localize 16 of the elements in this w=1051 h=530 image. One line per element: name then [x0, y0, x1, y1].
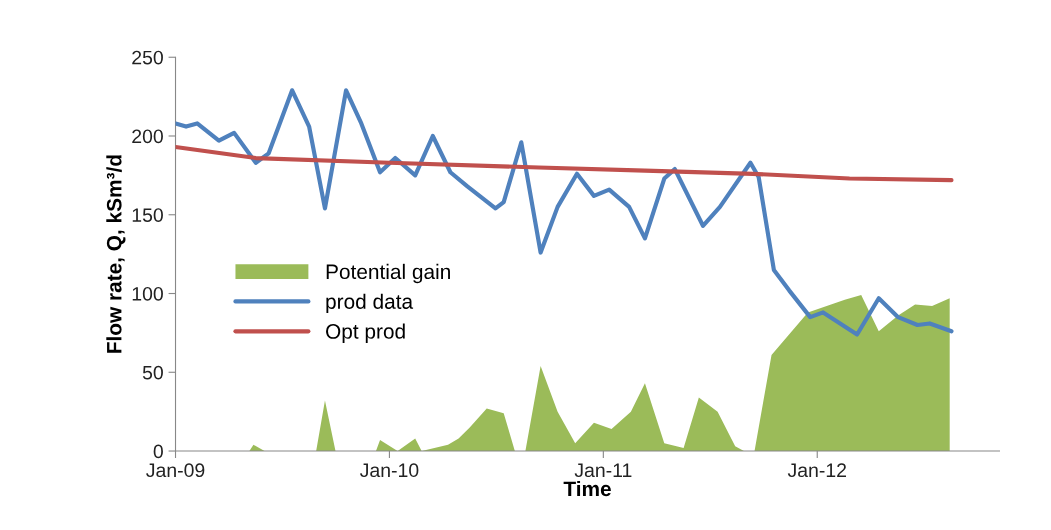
x-tick-label: Jan-11	[574, 463, 632, 478]
x-tick-label: Jan-09	[146, 463, 205, 478]
y-tick-label: 150	[132, 208, 163, 222]
y-tick-label: 200	[132, 129, 163, 144]
x-tick-label: Jan-10	[360, 463, 419, 478]
y-axis-title: Flow rate, Q, kSm³/d	[106, 155, 126, 353]
legend-label: Opt prod	[326, 323, 405, 343]
x-axis-title: Time	[563, 480, 611, 497]
y-tick-label: 250	[132, 50, 163, 65]
y-tick-label: 100	[132, 286, 163, 301]
legend-label: prod data	[326, 293, 414, 314]
y-tick-label: 0	[153, 444, 163, 459]
x-tick-label: Jan-12	[787, 463, 846, 478]
y-tick-label: 50	[142, 365, 163, 380]
legend-label: Potential gain	[326, 263, 450, 284]
line-series	[175, 144, 954, 183]
